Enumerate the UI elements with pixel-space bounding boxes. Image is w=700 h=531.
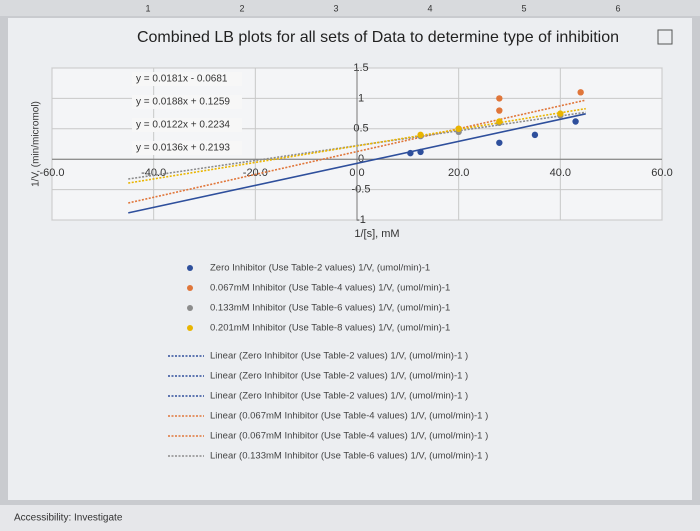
ruler-number: 4 [427,3,432,13]
trendline [128,107,586,184]
equation: y = 0.0122x + 0.2234 [136,120,230,131]
trendline [128,113,586,214]
data-point [417,148,424,156]
data-point [557,110,564,117]
ruler-number: 1 [145,3,150,13]
legend-label: Linear (Zero Inhibitor (Use Table-2 valu… [210,351,468,362]
legend-label: 0.201mM Inhibitor (Use Table-8 values) 1… [210,323,450,334]
equation-box [132,141,242,155]
ruler-number: 3 [333,3,338,13]
equation-box [132,95,242,109]
equation-box [132,72,242,86]
y-tick-label: 1.5 [353,62,368,74]
y-tick-label: -0.5 [352,184,371,196]
data-point [572,118,579,125]
legend-label: 0.067mM Inhibitor (Use Table-4 values) 1… [210,283,450,294]
handle[interactable] [657,29,673,45]
x-tick-label: 60.0 [651,167,672,179]
data-point [407,149,414,157]
x-tick-label: -20.0 [243,167,268,179]
x-tick-label: -60.0 [39,167,64,179]
data-point [417,131,424,139]
chart-title: Combined LB plots for all sets of Data t… [137,29,619,46]
y-tick-label: 1 [358,92,364,104]
data-point [577,89,584,96]
ruler-number: 6 [615,3,620,13]
legend-label: Linear (0.067mM Inhibitor (Use Table-4 v… [210,431,488,442]
x-tick-label: -40.0 [141,167,166,179]
data-point [496,107,503,114]
legend-label: Zero Inhibitor (Use Table-2 values) 1/V,… [210,263,430,274]
equation: y = 0.0136x + 0.2193 [136,143,230,154]
legend-label: Linear (Zero Inhibitor (Use Table-2 valu… [210,371,468,382]
x-tick-label: 20.0 [448,167,469,179]
data-point [496,95,503,102]
legend-label: Linear (Zero Inhibitor (Use Table-2 valu… [210,391,468,402]
equation: y = 0.0188x + 0.1259 [136,97,230,108]
legend-marker [187,305,193,311]
y-tick-label: -1 [356,214,366,226]
ruler-number: 2 [239,3,244,13]
x-axis-title: 1/[s], mM [354,228,399,240]
legend-label: 0.133mM Inhibitor (Use Table-6 values) 1… [210,303,450,314]
x-tick-label: 40.0 [550,167,571,179]
data-point [496,139,503,146]
legend-label: Linear (0.067mM Inhibitor (Use Table-4 v… [210,411,488,422]
ruler-number: 5 [521,3,526,13]
equation: y = 0.0181x - 0.0681 [136,74,228,85]
data-point [531,131,539,139]
equation-box [132,118,242,132]
legend-marker [187,265,193,271]
ruler [0,0,700,16]
y-tick-label: 0.5 [353,123,368,135]
legend-marker [187,285,193,291]
legend-label: Linear (0.133mM Inhibitor (Use Table-6 v… [210,451,488,462]
status-bar [0,505,700,531]
data-point [496,118,503,125]
data-point [455,125,462,132]
legend-marker [187,325,193,331]
status-text[interactable]: Accessibility: Investigate [14,513,123,524]
trendline [128,99,586,204]
y-axis-title: 1/V, (min/micromol) [31,101,42,187]
